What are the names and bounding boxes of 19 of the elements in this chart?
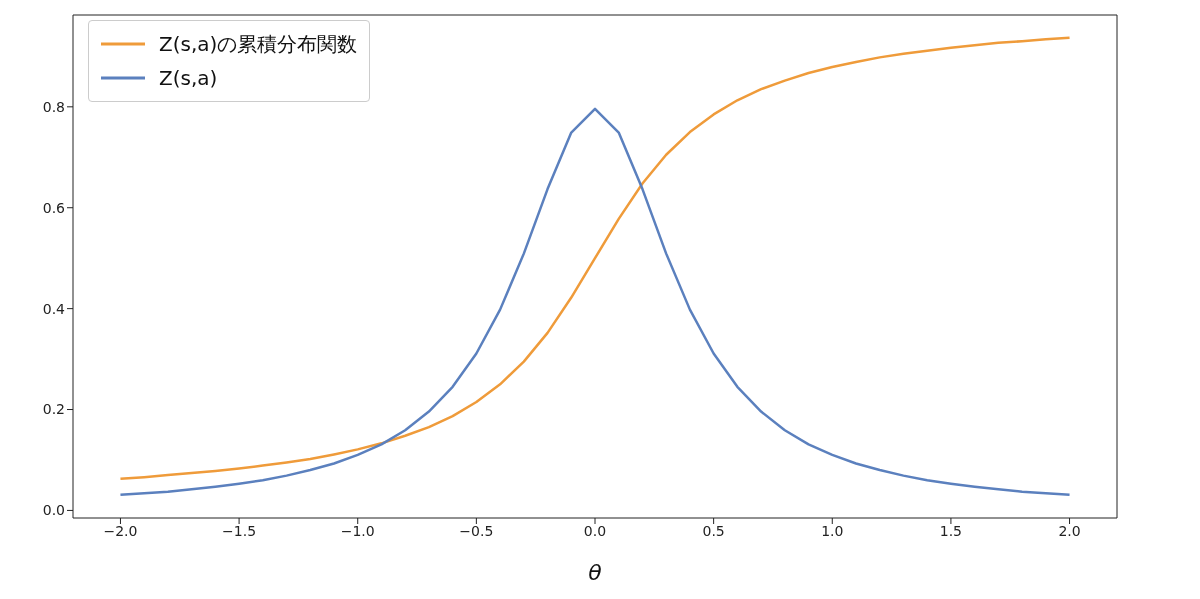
x-tick-label: 1.0 — [821, 522, 844, 539]
y-tick-label: 0.0 — [42, 502, 65, 519]
x-tick-label: 0.5 — [702, 522, 725, 539]
line-series — [119, 36, 1071, 480]
x-axis-title: θ — [588, 560, 603, 585]
x-tick-label: −1.5 — [222, 522, 257, 539]
legend-label: Z(s,a) — [159, 66, 218, 90]
line-series — [119, 107, 1071, 497]
legend-label: Z(s,a)の累積分布関数 — [159, 30, 358, 58]
x-tick-label: −1.0 — [340, 522, 375, 539]
y-tick-label: 0.4 — [42, 300, 66, 317]
y-tick-label: 0.8 — [42, 98, 65, 115]
x-tick-label: −0.5 — [459, 522, 494, 539]
x-tick-label: −2.0 — [103, 522, 138, 539]
y-tick-label: 0.6 — [42, 199, 66, 216]
x-tick-label: 1.5 — [939, 522, 963, 539]
y-tick-label: 0.2 — [42, 401, 65, 418]
x-tick-label: 0.0 — [583, 522, 607, 539]
x-tick-label: 2.0 — [1058, 522, 1081, 539]
